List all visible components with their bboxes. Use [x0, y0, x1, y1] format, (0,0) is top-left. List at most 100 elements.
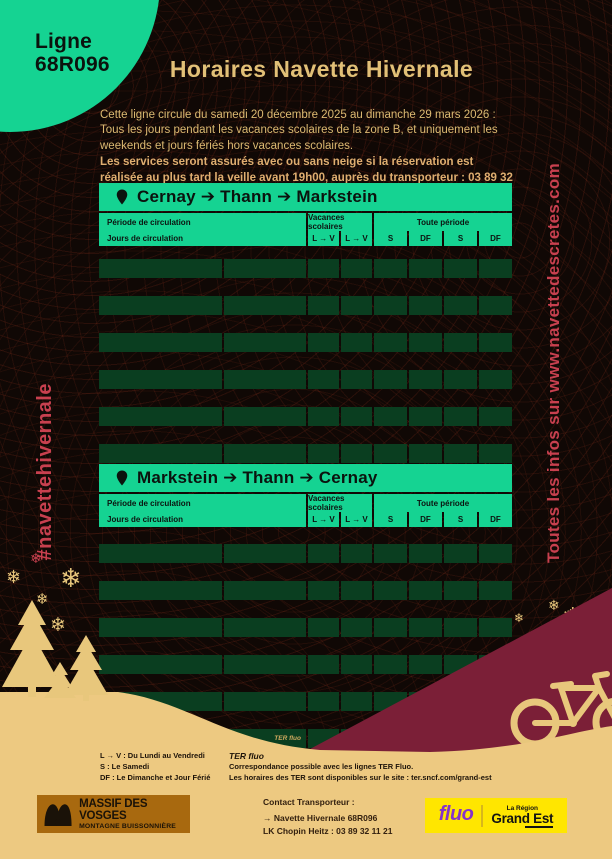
contact-line: → Navette Hivernale 68R096: [263, 813, 378, 824]
schedule-cell: [99, 370, 222, 389]
pine-trees-icon: [2, 600, 108, 701]
schedule-cell: [374, 655, 407, 674]
schedule-cell: [444, 581, 477, 600]
schedule-cell: [224, 370, 306, 389]
ter-fluo-logo: TER fluo: [229, 751, 264, 761]
schedule-row: [99, 655, 512, 674]
schedule-cell: [409, 544, 442, 563]
schedule-cell: [374, 333, 407, 352]
massif-subtitle: MONTAGNE BUISSONNIÈRE: [79, 822, 177, 830]
schedule-cell: [99, 581, 222, 600]
reservation-notice: Les services seront assurés avec ou sans…: [100, 156, 513, 199]
snowflake-icon: ❄: [514, 611, 525, 625]
header-row-groups: Période de circulation Vacances scolaire…: [99, 213, 512, 231]
schedule-cell: [479, 333, 512, 352]
header-row-days: Jours de circulation L → V L → V S DF S …: [99, 230, 512, 246]
schedule-cell: [341, 655, 372, 674]
massif-text: MASSIF DES VOSGES MONTAGNE BUISSONNIÈRE: [79, 798, 184, 829]
schedule-cell: [224, 581, 306, 600]
line-badge: Ligne 68R096: [35, 30, 110, 76]
grand-est-text: La Région Grand Est: [491, 804, 554, 827]
schedule-cell: [224, 259, 306, 278]
legend-item: DF : Le Dimanche et Jour Férié: [100, 772, 211, 782]
page-title: Horaires Navette Hivernale: [169, 56, 474, 82]
schedule-row: [99, 618, 512, 637]
schedule-cell: [479, 581, 512, 600]
schedule-row: [99, 259, 512, 278]
table-title: Cernay ➔ Thann ➔ Markstein: [137, 187, 378, 206]
massif-des-vosges-logo: MASSIF DES VOSGES MONTAGNE BUISSONNIÈRE: [37, 795, 190, 833]
schedule-cell: [99, 333, 222, 352]
header-day-col: S: [444, 511, 477, 527]
hashtag-vertical-text: #navettehivernale: [34, 383, 56, 561]
schedule-cell: [308, 655, 339, 674]
schedule-cell: [308, 407, 339, 426]
schedule-cell: [444, 655, 477, 674]
fluo-grand-est-logo: fluo La Région Grand Est: [425, 798, 567, 833]
schedule-cell: [99, 407, 222, 426]
schedule-cell: [99, 444, 222, 463]
header-jours: Jours de circulation: [99, 230, 306, 246]
legend-ter: TER fluo Correspondance possible avec le…: [229, 750, 492, 784]
ter-line-1: Correspondance possible avec les lignes …: [229, 762, 414, 772]
legend-item: L → V : Du Lundi au Vendredi: [100, 751, 205, 760]
header-vacances: Vacances scolaires: [308, 494, 372, 512]
line-badge-number: 68R096: [35, 53, 110, 77]
schedule-cell: [409, 407, 442, 426]
header-row-days: Jours de circulation L → V L → V S DF S …: [99, 511, 512, 527]
header-toute-periode: Toute période: [374, 213, 512, 231]
schedule-cell: [444, 407, 477, 426]
schedule-cell: [308, 259, 339, 278]
intro-line-2: Tous les jours pendant les vacances scol…: [100, 124, 498, 152]
schedule-cell: [224, 692, 306, 711]
contact-heading: Contact Transporteur :: [263, 797, 355, 807]
table-title-bar: Cernay ➔ Thann ➔ Markstein: [99, 183, 512, 211]
schedule-row: [99, 370, 512, 389]
fluo-wordmark: fluo: [438, 803, 474, 825]
intro-line-1: Cette ligne circule du samedi 20 décembr…: [100, 109, 496, 121]
header-day-col: L → V: [341, 230, 372, 246]
la-region-label: La Région: [506, 804, 539, 812]
schedule-cell: [224, 544, 306, 563]
schedule-cell: [479, 544, 512, 563]
schedule-cell: [409, 581, 442, 600]
schedule-cell: [99, 259, 222, 278]
schedule-row: [99, 544, 512, 563]
header-day-col: S: [444, 230, 477, 246]
schedule-cell: [409, 296, 442, 315]
legend-item: S : Le Samedi: [100, 761, 150, 771]
location-pin-icon: [116, 470, 128, 486]
schedule-cell: [341, 444, 372, 463]
ter-fluo-mark: TER fluo: [274, 735, 301, 742]
schedule-row: [99, 581, 512, 600]
schedule-cell: [444, 259, 477, 278]
schedule-cell: [374, 407, 407, 426]
schedule-cell: [341, 333, 372, 352]
header-periode: Période de circulation: [99, 213, 306, 231]
schedule-cell: [308, 444, 339, 463]
schedule-cell: [479, 259, 512, 278]
schedule-cell: [308, 581, 339, 600]
table-title-bar: Markstein ➔ Thann ➔ Cernay: [99, 464, 512, 492]
schedule-cell: [224, 444, 306, 463]
schedule-cell: [99, 296, 222, 315]
snowflake-icon: ❄: [548, 597, 560, 613]
schedule-cell: [224, 333, 306, 352]
header-day-col: DF: [479, 511, 512, 527]
schedule-cell: [444, 618, 477, 637]
snowflake-icon: ❄: [36, 591, 49, 608]
schedule-cell: [99, 618, 222, 637]
table-body: [99, 259, 512, 463]
schedule-cell: [479, 370, 512, 389]
header-day-col: DF: [479, 230, 512, 246]
schedule-cell: [308, 618, 339, 637]
schedule-row: [99, 407, 512, 426]
header-day-col: L → V: [341, 511, 372, 527]
table-title: Markstein ➔ Thann ➔ Cernay: [137, 468, 378, 487]
schedule-cell: [444, 296, 477, 315]
schedule-cell: [224, 407, 306, 426]
header-vacances: Vacances scolaires: [308, 213, 372, 231]
grand-est-label: Grand Est: [491, 811, 554, 827]
schedule-cell: [374, 544, 407, 563]
